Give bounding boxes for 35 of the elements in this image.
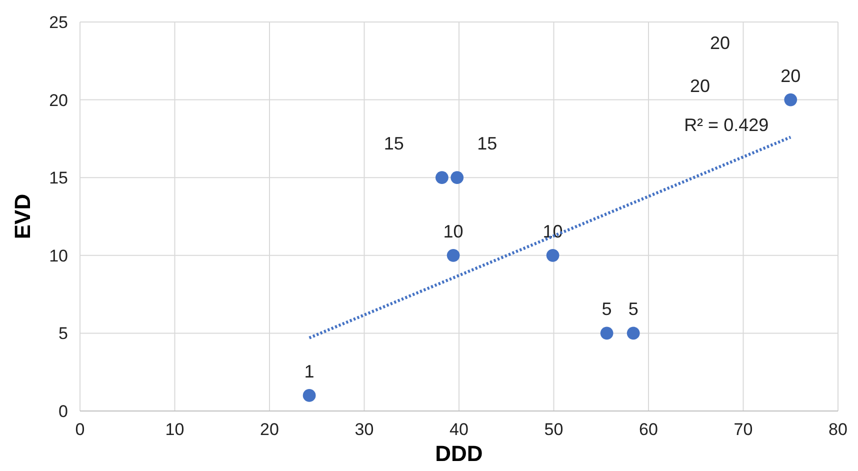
point bbox=[626, 326, 640, 340]
x-tick-label: 70 bbox=[734, 420, 753, 439]
y-tick-label: 20 bbox=[49, 90, 68, 110]
data-label: 10 bbox=[443, 221, 464, 242]
point bbox=[546, 248, 560, 262]
annotation: 20 bbox=[710, 33, 730, 53]
x-tick-label: 30 bbox=[354, 420, 374, 439]
y-axis-title: EVD bbox=[10, 194, 35, 240]
data-label: 15 bbox=[384, 134, 404, 154]
point bbox=[600, 326, 614, 340]
x-tick-label: 0 bbox=[75, 420, 85, 439]
point bbox=[302, 389, 316, 402]
x-tick-label: 60 bbox=[639, 420, 658, 439]
y-tick-label: 15 bbox=[49, 168, 68, 188]
x-tick-label: 80 bbox=[828, 420, 848, 439]
data-label: 5 bbox=[628, 299, 638, 320]
data-label: 5 bbox=[602, 299, 612, 320]
data-label: 1 bbox=[304, 361, 314, 382]
data-label: 15 bbox=[477, 134, 498, 154]
data-label: 20 bbox=[780, 66, 801, 86]
annotation: R² = 0.429 bbox=[684, 115, 769, 136]
point bbox=[450, 171, 464, 184]
y-tick-label: 0 bbox=[58, 402, 68, 421]
x-tick-label: 20 bbox=[260, 420, 279, 439]
x-tick-label: 50 bbox=[544, 420, 564, 439]
annotation: 20 bbox=[690, 76, 710, 96]
y-tick-label: 5 bbox=[58, 324, 68, 344]
y-tick-label: 10 bbox=[49, 246, 68, 266]
y-tick-label: 25 bbox=[49, 13, 68, 32]
point bbox=[436, 171, 448, 184]
point bbox=[446, 248, 460, 262]
x-tick-label: 40 bbox=[450, 420, 468, 439]
point bbox=[784, 93, 798, 106]
x-axis-title: DDD bbox=[435, 441, 483, 466]
x-tick-label: 10 bbox=[165, 420, 184, 439]
